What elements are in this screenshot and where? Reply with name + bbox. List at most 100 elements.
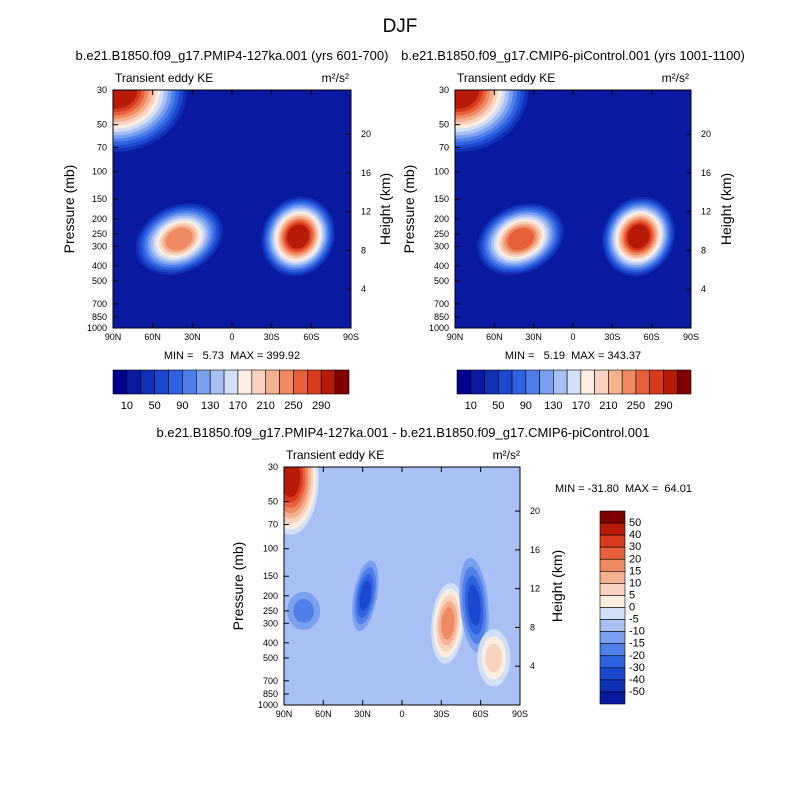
- colorbar-swatch: [599, 655, 626, 669]
- x-tick-label: 60S: [303, 332, 319, 342]
- colorbar-swatch: [635, 369, 651, 395]
- height-tick-label: 4: [701, 284, 706, 294]
- colorbar-label: 250: [627, 400, 645, 412]
- colorbar-label: 50: [629, 517, 641, 529]
- contour-level-30n-negative: [359, 580, 372, 612]
- colorbar-swatch: [599, 571, 626, 584]
- y-tick-label: 200: [92, 214, 107, 224]
- colorbar-swatch: [525, 369, 540, 395]
- x-tick-label: 0: [399, 709, 404, 719]
- colorbar-label: 50: [492, 400, 504, 412]
- y-axis-label-height: Height (km): [549, 550, 565, 622]
- height-tick-label: 20: [701, 129, 711, 139]
- y-tick-label: 300: [263, 618, 278, 628]
- y-tick-label: 150: [263, 571, 278, 581]
- colorbar-swatch: [599, 667, 626, 681]
- axes: 90N 60N 30N 0 30S 60S 90S 30 50 70 100 150 200 250 300…: [87, 85, 371, 342]
- height-tick-label: 8: [701, 245, 706, 255]
- y-tick-label: 30: [97, 85, 107, 95]
- x-tick-label: 90S: [683, 332, 699, 342]
- y-tick-label: 50: [439, 120, 449, 130]
- colorbar-label: 170: [572, 400, 590, 412]
- y-tick-label: 150: [92, 194, 107, 204]
- contour-level-upper-level-nh-maximum: [113, 90, 138, 109]
- colorbar-swatch: [649, 369, 664, 395]
- y-tick-label: 150: [434, 194, 449, 204]
- colorbar-swatch: [599, 546, 626, 560]
- contour-level-nh-jet-maximum: [165, 227, 193, 251]
- y-tick-label: 1000: [87, 323, 107, 333]
- colorbar-label: 50: [149, 400, 161, 412]
- colorbar-swatch: [195, 369, 211, 395]
- x-tick-label: 90N: [447, 332, 464, 342]
- colorbar-label: 90: [176, 400, 188, 412]
- y-tick-label: 400: [92, 261, 107, 271]
- x-tick-label: 30N: [525, 332, 542, 342]
- x-tick-label: 30S: [433, 709, 449, 719]
- x-tick-label: 30S: [264, 332, 280, 342]
- contour-level-sh-lower-positive: [485, 643, 503, 673]
- y-axis-label-pressure: Pressure (mb): [401, 165, 417, 254]
- min-max-label: MIN = -31.80 MAX = 64.01: [555, 483, 692, 495]
- colorbar-label: 5: [629, 589, 635, 601]
- colorbar-swatch: [599, 583, 626, 596]
- y-tick-label: 70: [439, 143, 449, 153]
- colorbar-label: -20: [629, 650, 645, 662]
- colorbar-swatch: [168, 369, 183, 395]
- contour-level-sh-jet-maximum: [287, 224, 310, 249]
- colorbar-swatch: [237, 369, 253, 395]
- y-axis-label-height: Height (km): [718, 173, 734, 245]
- colorbar-swatch: [599, 534, 626, 548]
- contour-field: [284, 467, 520, 705]
- panel-title: b.e21.B1850.f09_g17.PMIP4-127ka.001 - b.…: [157, 425, 650, 440]
- colorbar-label: 30: [629, 541, 641, 553]
- x-tick-label: 90S: [512, 709, 528, 719]
- colorbar-label: 250: [284, 400, 302, 412]
- colorbar-swatch: [154, 369, 169, 395]
- colorbar-swatch: [676, 369, 692, 395]
- colorbar-swatch: [140, 369, 155, 395]
- colorbar-label: 210: [257, 400, 275, 412]
- height-tick-label: 4: [530, 661, 535, 671]
- contour-level-nh-jet-maximum: [507, 227, 534, 251]
- height-tick-label: 12: [530, 584, 540, 594]
- y-tick-label: 70: [268, 520, 278, 530]
- height-tick-label: 12: [361, 207, 371, 217]
- colorbar-swatch: [553, 369, 568, 395]
- colorbar-swatch: [539, 369, 554, 395]
- y-tick-label: 100: [263, 544, 278, 554]
- axes: 90N 60N 30N 0 30S 60S 90S 30 50 70 100 150 200 250 300…: [429, 85, 711, 342]
- y-tick-label: 700: [263, 676, 278, 686]
- y-tick-label: 700: [92, 299, 107, 309]
- height-tick-label: 8: [361, 245, 366, 255]
- colorbar-label: 20: [629, 553, 641, 565]
- field-label: Transient eddy KE: [115, 71, 213, 85]
- colorbar-label: 290: [312, 400, 330, 412]
- colorbar-label: 15: [629, 565, 641, 577]
- y-tick-label: 1000: [429, 323, 449, 333]
- colorbar-label: 10: [121, 400, 133, 412]
- x-tick-label: 90N: [105, 332, 122, 342]
- contour-level-sh-jet-maximum: [627, 224, 650, 249]
- units-label: m²/s²: [493, 448, 520, 462]
- colorbar-swatch: [320, 369, 336, 395]
- units-label: m²/s²: [322, 71, 349, 85]
- colorbar: 10 50 90 130 170 210 250 290: [456, 369, 692, 412]
- contour-level-nh-polar-upper-positive: [284, 467, 301, 498]
- colorbar-swatch: [279, 369, 294, 395]
- y-tick-label: 250: [263, 606, 278, 616]
- contour-level-nh-negative: [293, 599, 314, 623]
- colorbar-swatch: [265, 369, 280, 395]
- colorbar-swatch: [456, 369, 472, 395]
- x-tick-label: 90S: [343, 332, 359, 342]
- colorbar-label: 130: [201, 400, 219, 412]
- colorbar-label: 170: [229, 400, 247, 412]
- colorbar-label: 0: [629, 602, 635, 614]
- height-tick-label: 16: [361, 168, 371, 178]
- colorbar-label: 290: [654, 400, 672, 412]
- x-tick-label: 60N: [144, 332, 161, 342]
- x-tick-label: 30N: [354, 709, 371, 719]
- min-max-label: MIN = 5.19 MAX = 343.37: [505, 350, 641, 362]
